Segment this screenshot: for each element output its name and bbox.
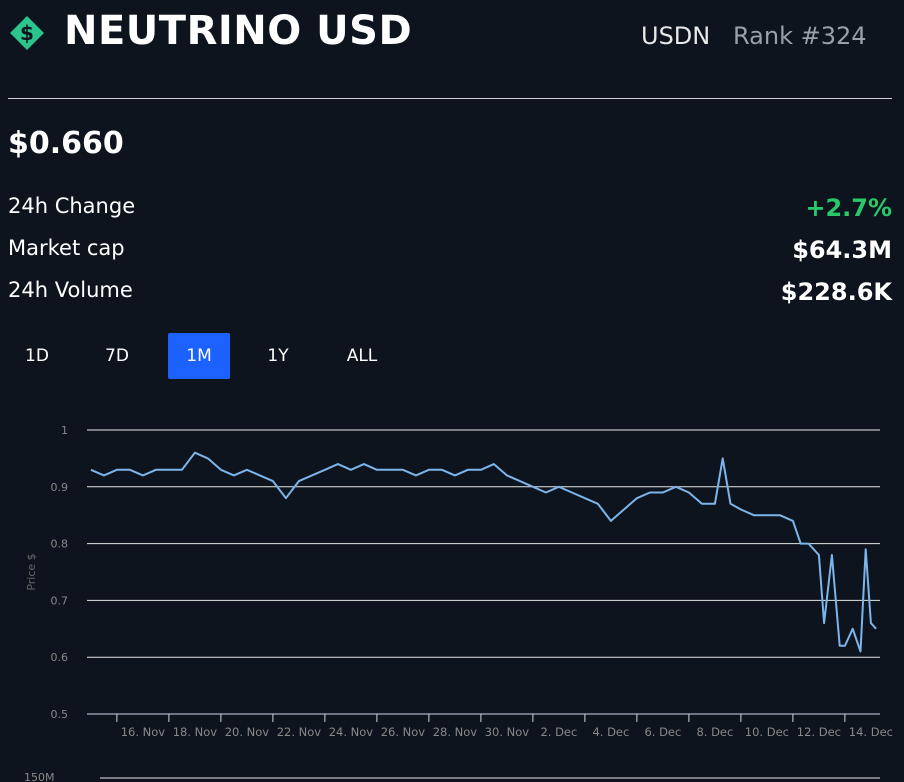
- svg-text:$: $: [20, 21, 34, 45]
- x-tick-label: 20. Nov: [225, 725, 270, 739]
- y-tick-label: 0.8: [51, 538, 69, 551]
- x-tick-label: 14. Dec: [849, 725, 893, 739]
- chart: 0.5 0.6 0.7 0.8 0.9 1 16. Nov 18. Nov 20. Nov 22.…: [24, 424, 893, 782]
- timeframe-button[interactable]: ALL: [346, 346, 378, 366]
- y-tick-label: 0.7: [51, 594, 69, 607]
- price-line: [90, 451, 877, 653]
- coin-rank: Rank #324: [733, 22, 867, 50]
- x-tick-label: 30. Nov: [485, 725, 530, 739]
- y-tick-label: 0.5: [51, 708, 69, 721]
- timeframe-button[interactable]: 1D: [25, 346, 49, 366]
- logo: $: [10, 16, 44, 50]
- stat-value: +2.7%: [805, 194, 892, 222]
- stat-row: 24h Change +2.7%: [8, 194, 892, 224]
- x-tick-label: 22. Nov: [277, 725, 322, 739]
- timeframe-button[interactable]: 1Y: [267, 346, 289, 366]
- coin-title: NEUTRINO USD: [64, 8, 413, 54]
- timeframe-button[interactable]: 7D: [105, 346, 129, 366]
- y-axis-title: Price $: [25, 553, 38, 590]
- x-tick-label: 24. Nov: [329, 725, 374, 739]
- x-tick-label: 26. Nov: [381, 725, 426, 739]
- x-tick-label: 10. Dec: [745, 725, 789, 739]
- stat-label: Market cap: [8, 236, 125, 260]
- coin-symbol: USDN: [641, 22, 711, 50]
- x-tick-label: 6. Dec: [644, 725, 681, 739]
- x-tick-label: 16. Nov: [121, 725, 166, 739]
- y-tick-label: 0.9: [51, 481, 69, 494]
- x-tick-label: 28. Nov: [433, 725, 478, 739]
- volume-axis-label: 150M: [24, 771, 55, 782]
- stat-label: 24h Volume: [8, 278, 133, 302]
- divider: [8, 98, 892, 99]
- x-tick-label: 8. Dec: [696, 725, 733, 739]
- stat-label: 24h Change: [8, 194, 136, 218]
- stat-row: Market cap $64.3M: [8, 236, 892, 266]
- timeframe-button[interactable]: 1M: [168, 333, 230, 379]
- x-tick-label: 12. Dec: [797, 725, 841, 739]
- x-tick-label: 18. Nov: [173, 725, 218, 739]
- price: $0.660: [8, 126, 124, 161]
- y-tick-label: 1: [61, 424, 68, 437]
- x-tick-label: 4. Dec: [592, 725, 629, 739]
- stat-value: $228.6K: [780, 278, 892, 306]
- stat-value: $64.3M: [792, 236, 892, 264]
- stat-row: 24h Volume $228.6K: [8, 278, 892, 308]
- y-tick-label: 0.6: [51, 651, 69, 664]
- x-tick-label: 2. Dec: [540, 725, 577, 739]
